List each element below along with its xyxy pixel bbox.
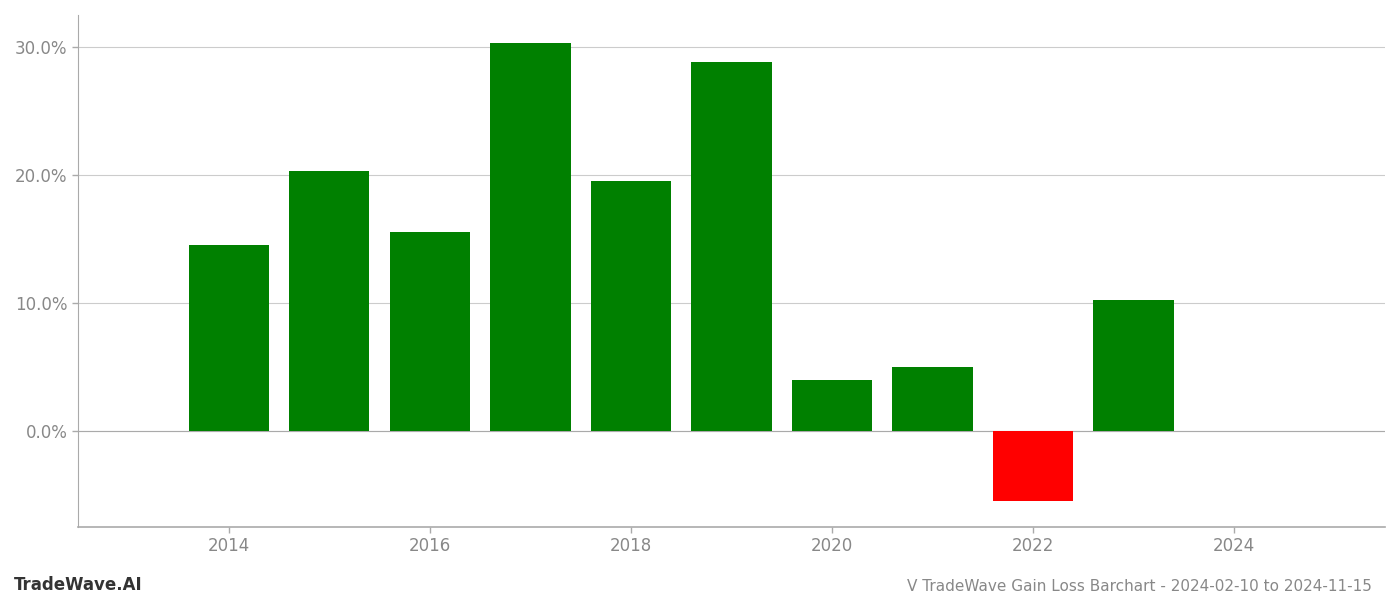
Bar xyxy=(792,380,872,431)
Bar xyxy=(892,367,973,431)
Bar xyxy=(288,171,370,431)
Bar xyxy=(1093,300,1173,431)
Bar xyxy=(692,62,771,431)
Text: V TradeWave Gain Loss Barchart - 2024-02-10 to 2024-11-15: V TradeWave Gain Loss Barchart - 2024-02… xyxy=(907,579,1372,594)
Bar xyxy=(993,431,1074,501)
Bar xyxy=(591,181,671,431)
Text: TradeWave.AI: TradeWave.AI xyxy=(14,576,143,594)
Bar xyxy=(189,245,269,431)
Bar xyxy=(490,43,571,431)
Bar xyxy=(389,232,470,431)
